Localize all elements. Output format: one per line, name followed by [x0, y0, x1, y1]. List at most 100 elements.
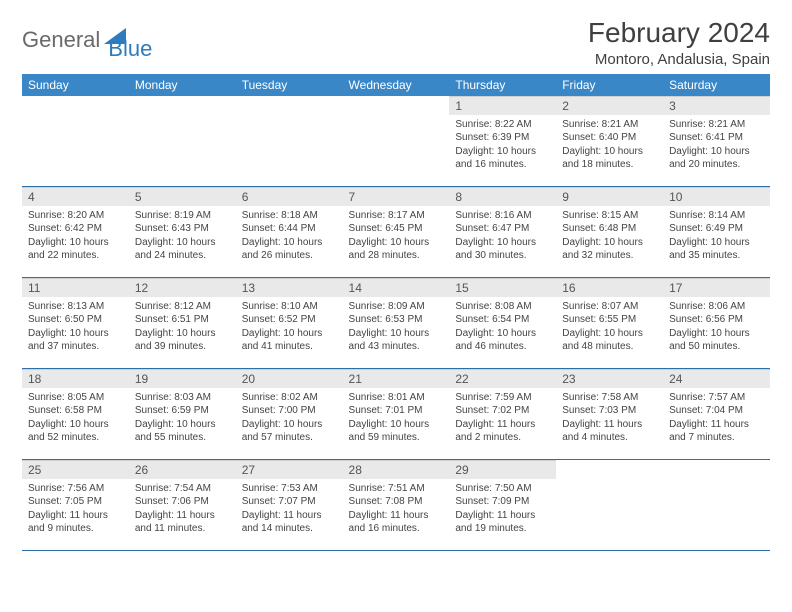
- header: General Blue February 2024 Montoro, Anda…: [22, 18, 770, 68]
- weekday-header: Sunday: [22, 74, 129, 96]
- day-number: 4: [22, 187, 129, 206]
- day-number: 23: [556, 369, 663, 388]
- sunrise: Sunrise: 8:21 AM: [669, 118, 764, 132]
- daylight-line2: and 26 minutes.: [242, 249, 337, 263]
- day-content: Sunrise: 8:17 AMSunset: 6:45 PMDaylight:…: [343, 206, 450, 267]
- day-cell: 8Sunrise: 8:16 AMSunset: 6:47 PMDaylight…: [449, 186, 556, 277]
- sunrise: Sunrise: 8:21 AM: [562, 118, 657, 132]
- daylight-line1: Daylight: 11 hours: [242, 509, 337, 523]
- day-number: 15: [449, 278, 556, 297]
- daylight-line2: and 41 minutes.: [242, 340, 337, 354]
- daylight-line1: Daylight: 10 hours: [349, 418, 444, 432]
- daylight-line2: and 18 minutes.: [562, 158, 657, 172]
- sunset: Sunset: 6:50 PM: [28, 313, 123, 327]
- day-number: 7: [343, 187, 450, 206]
- day-cell: 23Sunrise: 7:58 AMSunset: 7:03 PMDayligh…: [556, 368, 663, 459]
- daylight-line2: and 28 minutes.: [349, 249, 444, 263]
- day-cell: 25Sunrise: 7:56 AMSunset: 7:05 PMDayligh…: [22, 459, 129, 550]
- day-cell: 13Sunrise: 8:10 AMSunset: 6:52 PMDayligh…: [236, 277, 343, 368]
- sunset: Sunset: 6:43 PM: [135, 222, 230, 236]
- day-cell: 2Sunrise: 8:21 AMSunset: 6:40 PMDaylight…: [556, 96, 663, 187]
- week-row: 11Sunrise: 8:13 AMSunset: 6:50 PMDayligh…: [22, 277, 770, 368]
- day-content: Sunrise: 8:07 AMSunset: 6:55 PMDaylight:…: [556, 297, 663, 358]
- sunset: Sunset: 7:02 PM: [455, 404, 550, 418]
- daylight-line2: and 11 minutes.: [135, 522, 230, 536]
- sunset: Sunset: 7:06 PM: [135, 495, 230, 509]
- day-cell: 19Sunrise: 8:03 AMSunset: 6:59 PMDayligh…: [129, 368, 236, 459]
- day-cell: 1Sunrise: 8:22 AMSunset: 6:39 PMDaylight…: [449, 96, 556, 187]
- sunset: Sunset: 6:48 PM: [562, 222, 657, 236]
- day-cell: 21Sunrise: 8:01 AMSunset: 7:01 PMDayligh…: [343, 368, 450, 459]
- daylight-line2: and 55 minutes.: [135, 431, 230, 445]
- sunrise: Sunrise: 7:54 AM: [135, 482, 230, 496]
- sunset: Sunset: 6:58 PM: [28, 404, 123, 418]
- daylight-line1: Daylight: 10 hours: [349, 327, 444, 341]
- sunset: Sunset: 6:54 PM: [455, 313, 550, 327]
- daylight-line2: and 39 minutes.: [135, 340, 230, 354]
- week-row: 25Sunrise: 7:56 AMSunset: 7:05 PMDayligh…: [22, 459, 770, 550]
- sunrise: Sunrise: 8:13 AM: [28, 300, 123, 314]
- daylight-line2: and 32 minutes.: [562, 249, 657, 263]
- sunset: Sunset: 7:01 PM: [349, 404, 444, 418]
- daylight-line2: and 37 minutes.: [28, 340, 123, 354]
- day-cell: 20Sunrise: 8:02 AMSunset: 7:00 PMDayligh…: [236, 368, 343, 459]
- sunrise: Sunrise: 7:50 AM: [455, 482, 550, 496]
- day-number: 6: [236, 187, 343, 206]
- daylight-line1: Daylight: 10 hours: [669, 145, 764, 159]
- daylight-line1: Daylight: 10 hours: [242, 418, 337, 432]
- daylight-line1: Daylight: 10 hours: [135, 236, 230, 250]
- day-cell: 22Sunrise: 7:59 AMSunset: 7:02 PMDayligh…: [449, 368, 556, 459]
- day-number: 26: [129, 460, 236, 479]
- daylight-line1: Daylight: 10 hours: [135, 327, 230, 341]
- daylight-line1: Daylight: 10 hours: [562, 145, 657, 159]
- day-content: Sunrise: 8:06 AMSunset: 6:56 PMDaylight:…: [663, 297, 770, 358]
- day-content: Sunrise: 8:22 AMSunset: 6:39 PMDaylight:…: [449, 115, 556, 176]
- day-cell: 7Sunrise: 8:17 AMSunset: 6:45 PMDaylight…: [343, 186, 450, 277]
- sunset: Sunset: 6:45 PM: [349, 222, 444, 236]
- sunset: Sunset: 6:39 PM: [455, 131, 550, 145]
- sunset: Sunset: 7:08 PM: [349, 495, 444, 509]
- sunrise: Sunrise: 8:06 AM: [669, 300, 764, 314]
- sunset: Sunset: 6:40 PM: [562, 131, 657, 145]
- sunrise: Sunrise: 7:57 AM: [669, 391, 764, 405]
- day-cell: 17Sunrise: 8:06 AMSunset: 6:56 PMDayligh…: [663, 277, 770, 368]
- daylight-line2: and 2 minutes.: [455, 431, 550, 445]
- day-number: 16: [556, 278, 663, 297]
- daylight-line1: Daylight: 11 hours: [455, 509, 550, 523]
- day-cell: 15Sunrise: 8:08 AMSunset: 6:54 PMDayligh…: [449, 277, 556, 368]
- day-cell: 5Sunrise: 8:19 AMSunset: 6:43 PMDaylight…: [129, 186, 236, 277]
- day-number: 12: [129, 278, 236, 297]
- sunset: Sunset: 6:49 PM: [669, 222, 764, 236]
- day-content: Sunrise: 7:56 AMSunset: 7:05 PMDaylight:…: [22, 479, 129, 540]
- sunset: Sunset: 6:52 PM: [242, 313, 337, 327]
- day-cell: 14Sunrise: 8:09 AMSunset: 6:53 PMDayligh…: [343, 277, 450, 368]
- day-content: Sunrise: 7:50 AMSunset: 7:09 PMDaylight:…: [449, 479, 556, 540]
- day-content: Sunrise: 7:54 AMSunset: 7:06 PMDaylight:…: [129, 479, 236, 540]
- day-content: Sunrise: 7:51 AMSunset: 7:08 PMDaylight:…: [343, 479, 450, 540]
- sunset: Sunset: 6:59 PM: [135, 404, 230, 418]
- day-cell: 24Sunrise: 7:57 AMSunset: 7:04 PMDayligh…: [663, 368, 770, 459]
- daylight-line1: Daylight: 10 hours: [135, 418, 230, 432]
- sunrise: Sunrise: 8:05 AM: [28, 391, 123, 405]
- day-content: Sunrise: 8:01 AMSunset: 7:01 PMDaylight:…: [343, 388, 450, 449]
- sunset: Sunset: 7:03 PM: [562, 404, 657, 418]
- daylight-line1: Daylight: 10 hours: [562, 327, 657, 341]
- daylight-line1: Daylight: 10 hours: [242, 327, 337, 341]
- day-number: 20: [236, 369, 343, 388]
- day-cell: 3Sunrise: 8:21 AMSunset: 6:41 PMDaylight…: [663, 96, 770, 187]
- daylight-line1: Daylight: 10 hours: [242, 236, 337, 250]
- logo: General Blue: [22, 18, 152, 62]
- logo-text-blue: Blue: [108, 36, 152, 62]
- day-number: 28: [343, 460, 450, 479]
- daylight-line1: Daylight: 10 hours: [562, 236, 657, 250]
- daylight-line2: and 14 minutes.: [242, 522, 337, 536]
- sunrise: Sunrise: 8:22 AM: [455, 118, 550, 132]
- daylight-line2: and 20 minutes.: [669, 158, 764, 172]
- day-cell: ..: [343, 96, 450, 187]
- day-content: Sunrise: 8:03 AMSunset: 6:59 PMDaylight:…: [129, 388, 236, 449]
- weekday-header: Friday: [556, 74, 663, 96]
- daylight-line1: Daylight: 10 hours: [28, 418, 123, 432]
- daylight-line2: and 43 minutes.: [349, 340, 444, 354]
- sunrise: Sunrise: 8:09 AM: [349, 300, 444, 314]
- sunset: Sunset: 6:47 PM: [455, 222, 550, 236]
